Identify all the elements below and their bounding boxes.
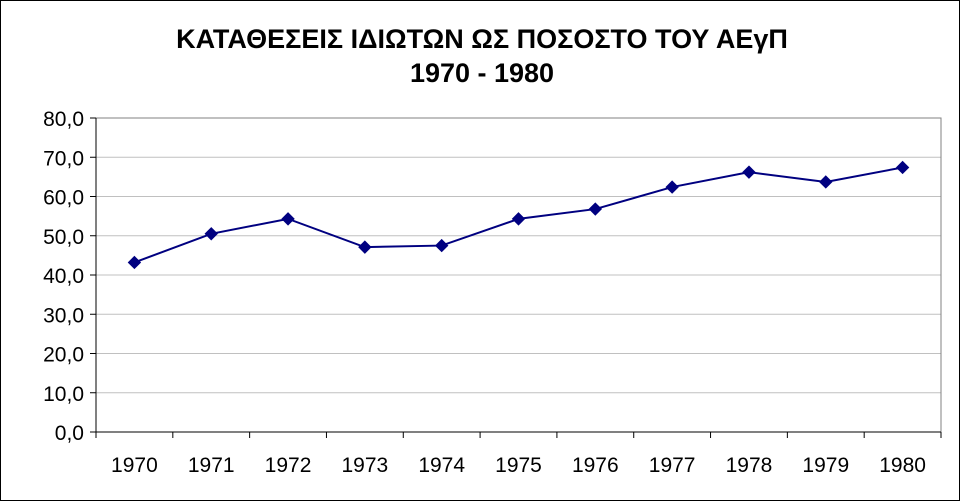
data-point	[127, 255, 142, 270]
x-tick-label: 1974	[418, 454, 465, 477]
data-point	[358, 240, 372, 254]
y-axis-tick-labels: 0,0 10,0 20,0 30,0 40,0 50,0 60,0 70,0 80,0	[43, 108, 84, 445]
x-tick-label: 1972	[265, 454, 312, 477]
data-point	[204, 227, 218, 241]
x-axis-tick-labels: 1970 1971 1972 1973 1974 1975 1976 1977 1978 1979…	[111, 454, 926, 477]
y-tick-label: 60,0	[43, 187, 84, 210]
x-tick-label: 1971	[188, 454, 235, 477]
y-tick-label: 80,0	[43, 108, 84, 131]
data-point	[819, 175, 833, 189]
data-point	[588, 202, 603, 216]
data-point	[434, 238, 449, 253]
x-tick-label: 1979	[802, 454, 849, 477]
x-tick-label: 1978	[726, 454, 773, 477]
y-tick-label: 50,0	[43, 226, 84, 249]
x-tick-label: 1977	[649, 454, 696, 477]
data-point	[742, 165, 756, 179]
data-point	[281, 212, 295, 226]
chart-title: ΚΑΤΑΘΕΣΕΙΣ ΙΔΙΩΤΩΝ ΩΣ ΠΟΣΟΣΤΟ ΤΟΥ ΑΕγΠ	[176, 24, 788, 54]
y-tick-label: 10,0	[43, 383, 84, 406]
data-point	[895, 160, 910, 175]
chart-subtitle: 1970 - 1980	[410, 58, 554, 88]
x-tick-label: 1980	[879, 454, 926, 477]
x-tick-label: 1975	[495, 454, 542, 477]
data-point	[665, 180, 679, 194]
gridlines	[96, 156, 941, 394]
y-tick-label: 20,0	[43, 344, 84, 367]
axes	[90, 117, 942, 438]
data-point	[511, 212, 526, 226]
series-layer	[127, 160, 910, 270]
x-tick-label: 1973	[342, 454, 389, 477]
y-tick-label: 40,0	[43, 265, 84, 288]
y-tick-label: 70,0	[43, 147, 84, 170]
y-tick-label: 30,0	[43, 304, 84, 327]
x-tick-label: 1970	[111, 454, 158, 477]
y-tick-label: 0,0	[55, 422, 84, 445]
x-tick-label: 1976	[572, 454, 619, 477]
